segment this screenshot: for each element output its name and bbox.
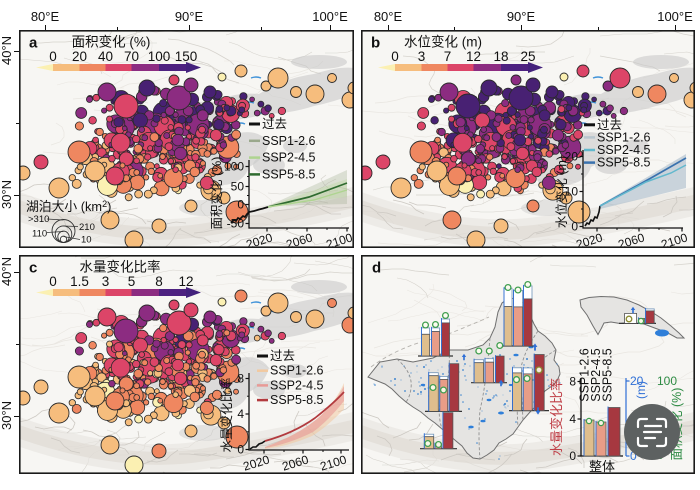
svg-text:50: 50 <box>231 180 245 194</box>
svg-text:SSP1-2.6: SSP1-2.6 <box>597 130 651 144</box>
svg-text:210: 210 <box>79 222 95 233</box>
svg-text:SSP5-8.5: SSP5-8.5 <box>262 167 316 181</box>
svg-text:8: 8 <box>569 375 576 389</box>
svg-text:0: 0 <box>237 443 244 457</box>
svg-text:0: 0 <box>571 220 578 234</box>
svg-text:20: 20 <box>72 49 87 64</box>
svg-text:0: 0 <box>49 49 57 64</box>
svg-text:100: 100 <box>657 374 677 388</box>
svg-text:SSP1-2.6: SSP1-2.6 <box>262 134 316 148</box>
svg-text:湖泊大小 (km2): 湖泊大小 (km2) <box>26 199 111 214</box>
svg-text:3: 3 <box>102 274 110 289</box>
svg-text:18: 18 <box>493 49 508 64</box>
svg-text:a: a <box>29 35 38 52</box>
svg-text:过去: 过去 <box>597 118 622 132</box>
svg-text:0: 0 <box>569 449 576 463</box>
svg-text:过去: 过去 <box>270 349 295 363</box>
svg-text:>310: >310 <box>28 214 49 225</box>
svg-text:SSP2-4.5: SSP2-4.5 <box>262 151 316 165</box>
svg-text:110: 110 <box>32 229 47 240</box>
svg-text:整体: 整体 <box>589 459 615 474</box>
svg-text:25: 25 <box>520 49 535 64</box>
svg-text:b: b <box>371 35 380 52</box>
svg-text:1.5: 1.5 <box>70 274 89 289</box>
svg-text:(m): (m) <box>634 381 648 399</box>
svg-text:-50: -50 <box>227 217 245 231</box>
svg-text:0: 0 <box>237 198 244 212</box>
svg-text:面积变化 (%): 面积变化 (%) <box>209 157 224 230</box>
svg-text:c: c <box>29 260 37 277</box>
svg-text:12: 12 <box>178 274 193 289</box>
svg-text:150: 150 <box>175 49 198 64</box>
svg-text:SSP1-2.6: SSP1-2.6 <box>578 348 592 402</box>
svg-text:40: 40 <box>98 49 113 64</box>
svg-text:SSP2-4.5: SSP2-4.5 <box>597 143 651 157</box>
svg-text:100: 100 <box>148 49 171 64</box>
svg-text:4: 4 <box>569 412 576 426</box>
svg-text:7: 7 <box>444 49 452 64</box>
svg-text:3: 3 <box>418 49 426 64</box>
svg-text:水位变化 (m): 水位变化 (m) <box>404 35 482 50</box>
svg-text:过去: 过去 <box>262 117 287 131</box>
svg-text:4: 4 <box>237 407 244 421</box>
svg-text:SSP5-8.5: SSP5-8.5 <box>601 348 615 402</box>
svg-text:水量变化比率: 水量变化比率 <box>549 378 564 456</box>
svg-text:水位变化 (m): 水位变化 (m) <box>554 156 569 228</box>
svg-text:8: 8 <box>155 274 163 289</box>
svg-text:0: 0 <box>630 449 637 463</box>
svg-text:70: 70 <box>124 49 139 64</box>
svg-text:20: 20 <box>565 150 579 164</box>
svg-text:面积变化 (%): 面积变化 (%) <box>72 35 151 50</box>
svg-text:5: 5 <box>128 274 136 289</box>
svg-text:SSP2-4.5: SSP2-4.5 <box>589 348 603 402</box>
svg-text:SSP1-2.6: SSP1-2.6 <box>270 364 324 378</box>
svg-text:SSP5-8.5: SSP5-8.5 <box>270 393 324 407</box>
svg-text:20: 20 <box>630 374 644 388</box>
svg-text:10: 10 <box>565 185 579 199</box>
svg-text:水量变化比率: 水量变化比率 <box>219 377 234 452</box>
svg-text:SSP2-4.5: SSP2-4.5 <box>270 378 324 392</box>
svg-text:d: d <box>372 260 381 277</box>
svg-text:0: 0 <box>391 49 399 64</box>
svg-text:8: 8 <box>237 372 244 386</box>
svg-text:SSP5-8.5: SSP5-8.5 <box>597 156 651 170</box>
svg-text:水量变化比率: 水量变化比率 <box>80 259 161 275</box>
svg-text:10: 10 <box>81 235 92 246</box>
svg-text:12: 12 <box>466 49 481 64</box>
svg-text:100: 100 <box>224 160 244 174</box>
svg-text:0: 0 <box>49 274 57 289</box>
